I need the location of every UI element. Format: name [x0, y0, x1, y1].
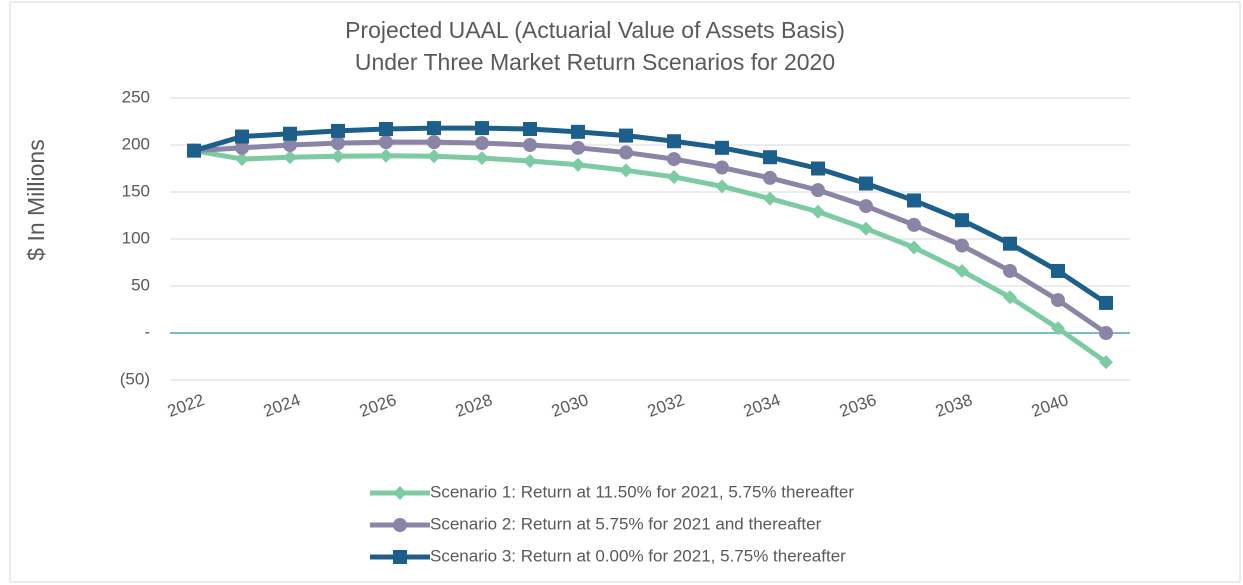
y-tick-label: 200 [122, 134, 150, 153]
marker [811, 204, 825, 219]
y-tick-label: 100 [122, 228, 150, 247]
chart-subtitle: Under Three Market Return Scenarios for … [355, 49, 835, 75]
marker [1099, 355, 1113, 370]
marker [907, 193, 921, 208]
marker [427, 149, 441, 164]
marker [667, 169, 681, 184]
legend-label: Scenario 3: Return at 0.00% for 2021, 5.… [430, 546, 846, 565]
marker [1099, 295, 1113, 310]
marker [1003, 290, 1017, 305]
marker [667, 152, 681, 167]
legend-marker [393, 550, 407, 564]
x-tick-label: 2022 [165, 390, 207, 421]
chart-frame [9, 1, 1241, 583]
x-tick-label: 2026 [357, 390, 399, 421]
marker [523, 153, 537, 168]
x-tick-label: 2028 [453, 390, 495, 421]
legend-marker [393, 486, 407, 500]
marker [619, 145, 633, 160]
series-line [193, 139, 1108, 336]
marker [331, 123, 345, 138]
marker [283, 138, 297, 152]
marker [907, 240, 921, 255]
y-axis-label: $ In Millions [23, 139, 49, 260]
marker [571, 124, 585, 139]
marker [331, 149, 345, 164]
marker [811, 161, 825, 176]
marker [763, 191, 777, 206]
marker [427, 135, 441, 150]
marker [859, 176, 873, 191]
y-tick-label: 250 [122, 87, 150, 106]
legend-marker [393, 518, 407, 532]
marker [235, 152, 249, 167]
x-tick-label: 2040 [1029, 390, 1071, 421]
y-tick-label: (50) [120, 369, 150, 388]
marker [955, 213, 969, 228]
marker [763, 150, 777, 165]
marker [1003, 236, 1017, 251]
marker [475, 121, 489, 136]
marker [379, 148, 393, 163]
marker [235, 140, 249, 155]
marker [667, 134, 681, 149]
marker [187, 143, 201, 158]
marker [619, 128, 633, 143]
marker [571, 140, 585, 155]
x-tick-label: 2038 [933, 390, 975, 421]
marker [331, 136, 345, 151]
marker [811, 183, 825, 198]
chart-title: Projected UAAL (Actuarial Value of Asset… [345, 17, 845, 43]
marker [523, 138, 537, 152]
x-tick-label: 2036 [837, 390, 879, 421]
marker [571, 157, 585, 172]
marker [1099, 326, 1113, 340]
marker [859, 221, 873, 236]
x-tick-label: 2034 [741, 390, 783, 421]
x-tick-label: 2032 [645, 390, 687, 421]
marker [427, 121, 441, 136]
marker [283, 126, 297, 141]
marker [907, 217, 921, 232]
x-tick-label: 2024 [261, 390, 303, 421]
marker [523, 122, 537, 137]
y-tick-label: - [144, 322, 150, 341]
marker [859, 199, 873, 214]
marker [283, 150, 297, 165]
y-tick-label: 50 [131, 275, 150, 294]
marker [1051, 263, 1065, 278]
marker [715, 140, 729, 155]
marker [1051, 321, 1065, 336]
marker [955, 263, 969, 278]
series-line [193, 148, 1108, 365]
marker [715, 160, 729, 175]
marker [955, 238, 969, 253]
x-tick-label: 2030 [549, 390, 591, 421]
marker [235, 129, 249, 144]
marker [379, 122, 393, 137]
marker [619, 163, 633, 178]
marker [763, 170, 777, 185]
y-tick-label: 150 [122, 181, 150, 200]
legend-label: Scenario 2: Return at 5.75% for 2021 and… [430, 514, 822, 533]
marker [1003, 263, 1017, 278]
marker [379, 135, 393, 150]
marker [1051, 293, 1065, 308]
series-line [193, 125, 1108, 306]
legend-label: Scenario 1: Return at 11.50% for 2021, 5… [430, 482, 854, 501]
marker [715, 179, 729, 194]
marker [475, 151, 489, 166]
marker [475, 136, 489, 151]
